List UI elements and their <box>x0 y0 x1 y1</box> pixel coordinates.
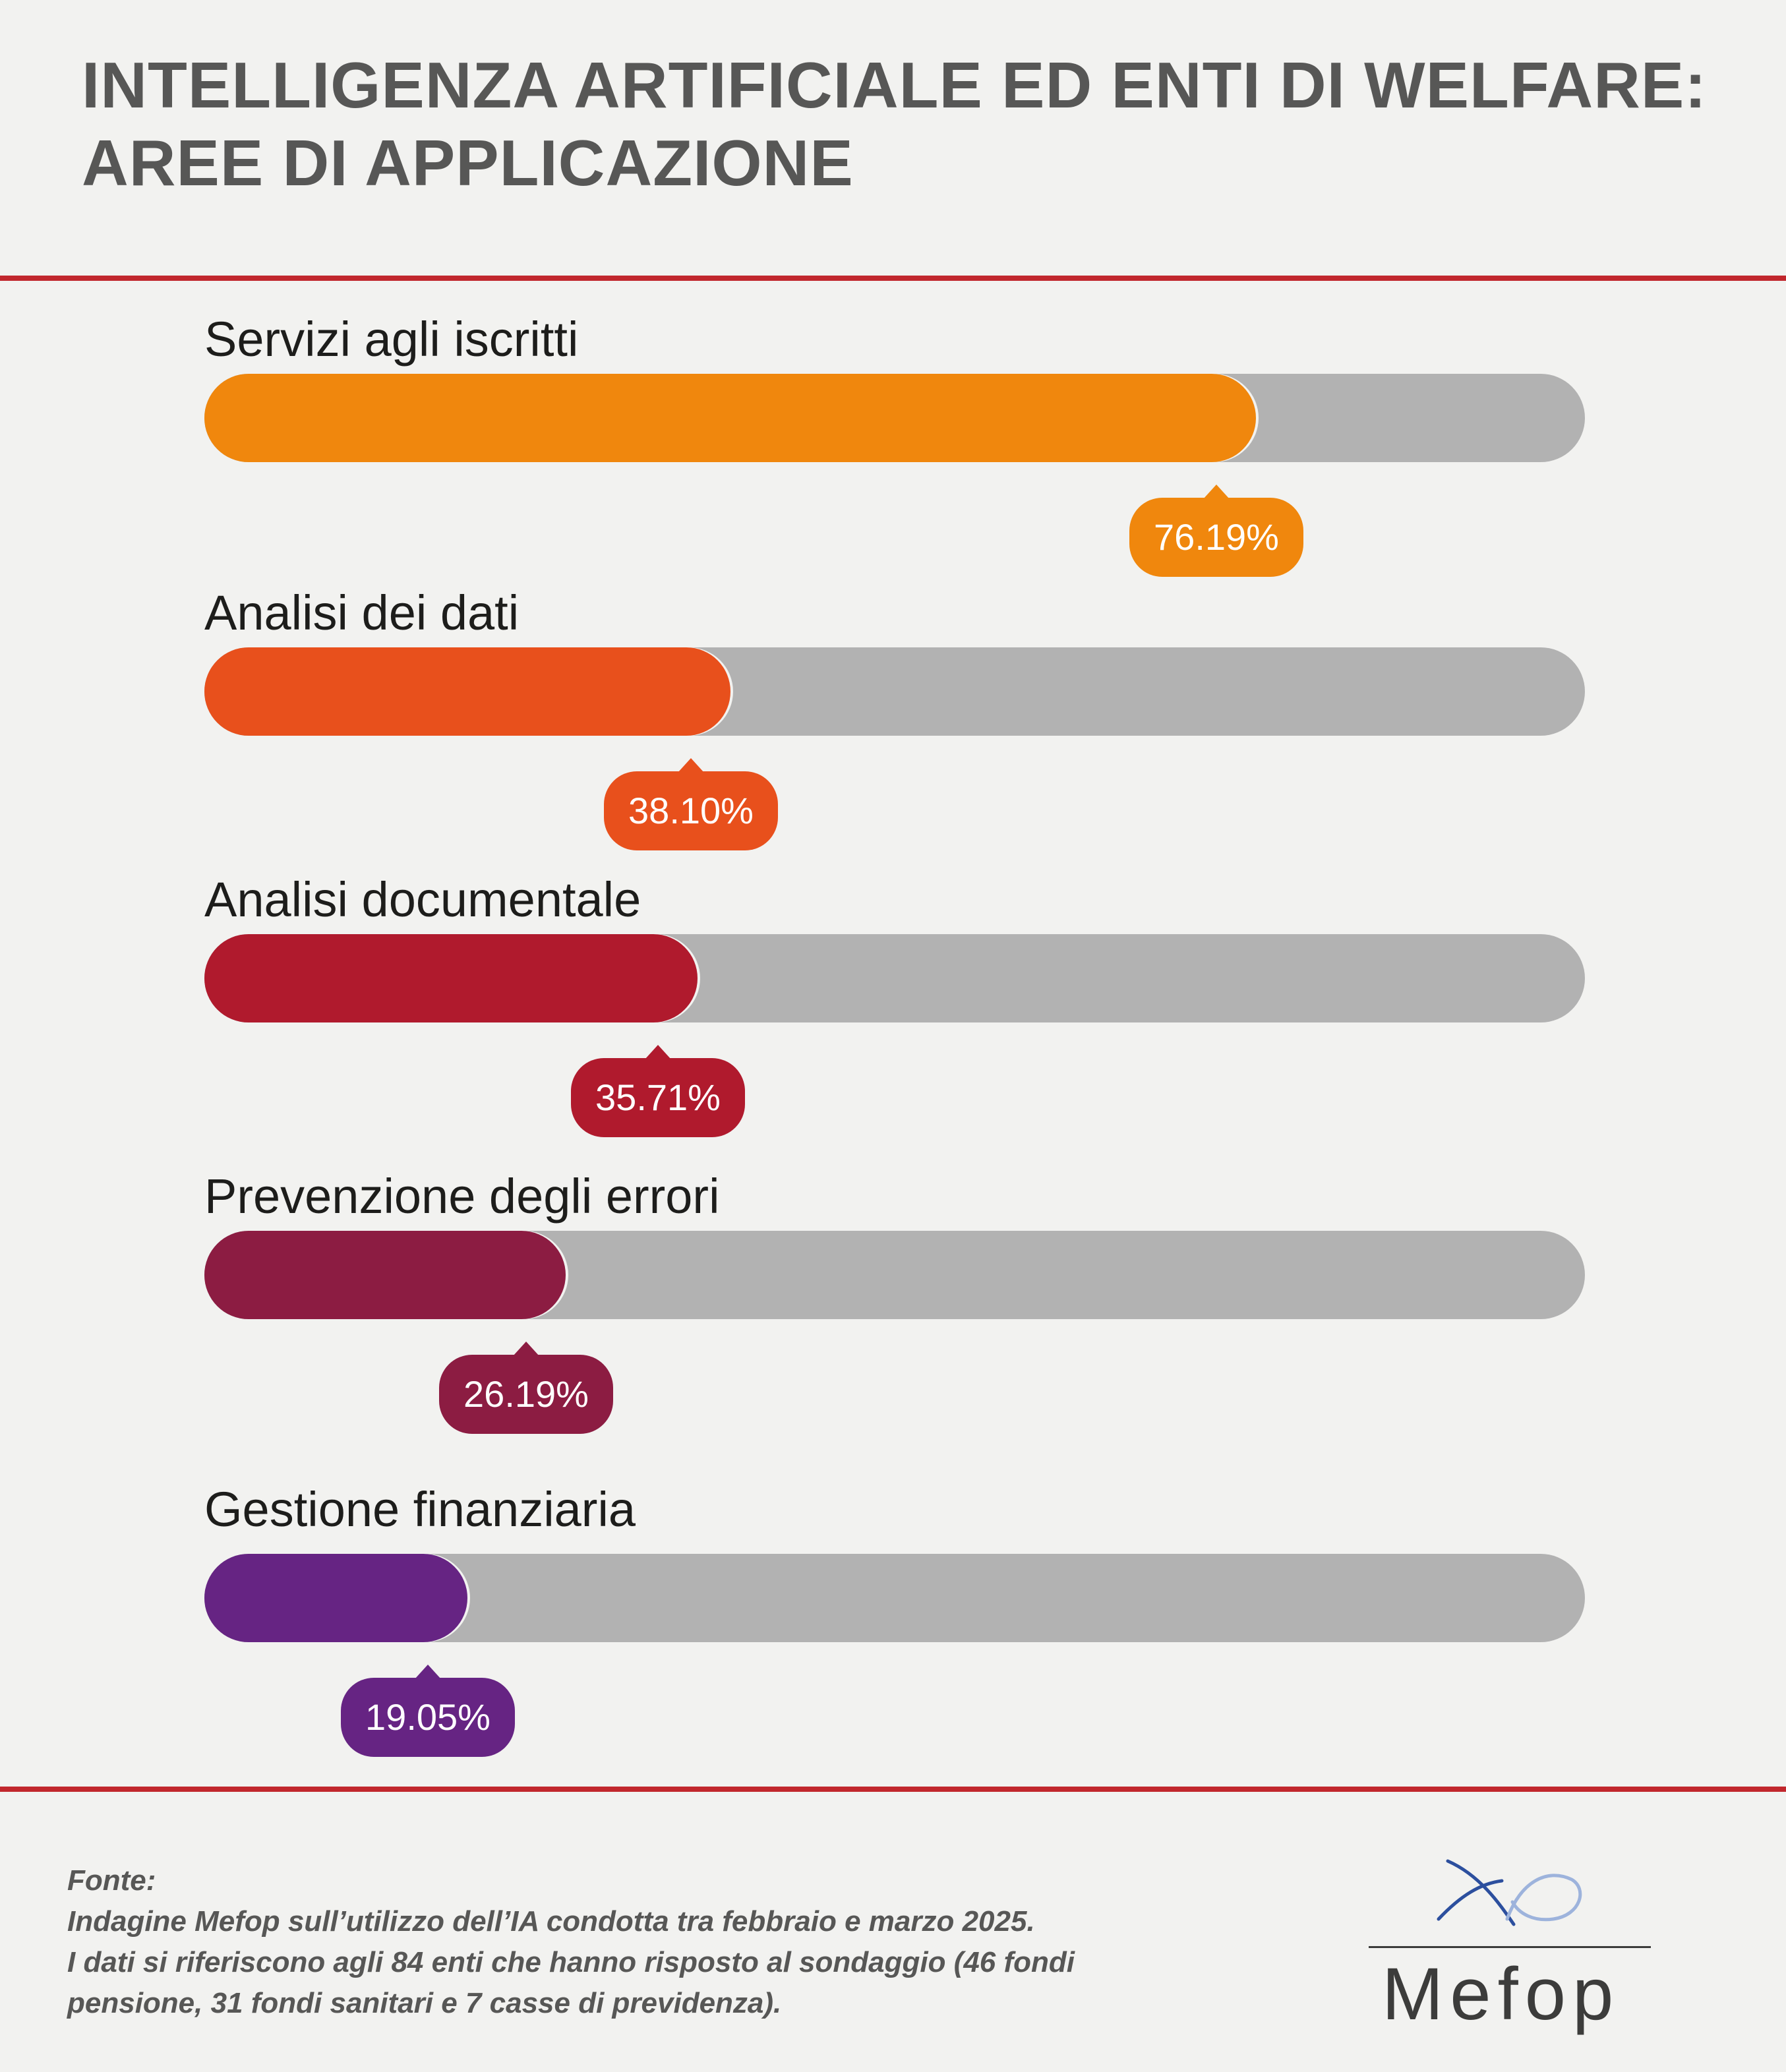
category-label: Analisi documentale <box>204 872 641 927</box>
chart-title-line-2: AREE DI APPLICAZIONE <box>82 127 854 199</box>
bubble-pointer <box>678 758 704 773</box>
top-divider <box>0 276 1786 281</box>
bar-fill <box>204 1231 566 1319</box>
source-heading: Fonte: <box>67 1864 156 1897</box>
bottom-divider <box>0 1787 1786 1792</box>
data-label: 26.19% <box>463 1373 589 1415</box>
category-label: Servizi agli iscritti <box>204 312 579 367</box>
logo-wordmark: Mefop <box>1382 1953 1621 2035</box>
bar-track <box>204 1231 1585 1319</box>
chart-title-line-1: INTELLIGENZA ARTIFICIALE ED ENTI DI WELF… <box>82 49 1707 121</box>
mefop-logo: Mefop <box>1369 1856 1651 2040</box>
value-bubble: 76.19% <box>1129 485 1303 577</box>
data-label: 19.05% <box>365 1696 491 1738</box>
bar-track <box>204 374 1585 462</box>
bubble-pointer <box>1203 485 1230 499</box>
bubble-pointer <box>415 1665 441 1679</box>
value-bubble: 35.71% <box>571 1045 745 1137</box>
source-line-1: Indagine Mefop sull’utilizzo dell’IA con… <box>67 1905 1035 1938</box>
category-label: Gestione finanziaria <box>204 1482 636 1537</box>
source-line-2: I dati si riferiscono agli 84 enti che h… <box>67 1946 1075 1978</box>
bar-track <box>204 1554 1585 1642</box>
data-label: 76.19% <box>1154 516 1279 558</box>
chart-title: INTELLIGENZA ARTIFICIALE ED ENTI DI WELF… <box>82 46 1730 202</box>
value-bubble: 26.19% <box>439 1342 613 1434</box>
bar-track <box>204 934 1585 1022</box>
data-label: 35.71% <box>595 1077 721 1118</box>
value-bubble: 19.05% <box>341 1665 515 1757</box>
source-line-3: pensione, 31 fondi sanitari e 7 casse di… <box>67 1987 782 2019</box>
data-label: 38.10% <box>628 790 754 831</box>
bubble-pointer <box>645 1045 671 1059</box>
source-note: Fonte: Indagine Mefop sull’utilizzo dell… <box>67 1860 1188 2024</box>
bar-fill <box>204 647 730 736</box>
category-label: Analisi dei dati <box>204 585 520 640</box>
bubble-pointer <box>513 1342 539 1356</box>
bar-track <box>204 647 1585 736</box>
logo-divider <box>1369 1946 1651 1948</box>
value-bubble: 38.10% <box>604 758 778 850</box>
bar-fill <box>204 1554 467 1642</box>
category-label: Prevenzione degli errori <box>204 1169 720 1224</box>
mefop-logo-icon <box>1437 1859 1582 1926</box>
bar-fill <box>204 374 1256 462</box>
bar-fill <box>204 934 698 1022</box>
